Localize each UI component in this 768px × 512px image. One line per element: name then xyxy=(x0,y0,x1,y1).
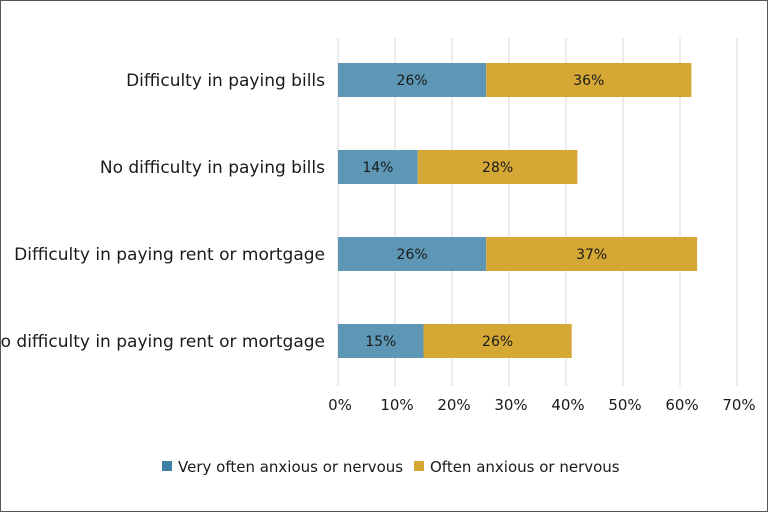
bar-segment xyxy=(423,324,572,358)
category-label: Difficulty in paying rent or mortgage xyxy=(14,245,325,265)
data-label: 26% xyxy=(397,247,428,263)
x-tick-label: 60% xyxy=(665,396,698,414)
data-label: 37% xyxy=(576,247,607,263)
bars: 26% 36% 14% 28% 26% 37% 15% 26% xyxy=(338,63,698,358)
bar-segment xyxy=(338,324,424,358)
x-tick-label: 50% xyxy=(608,396,641,414)
data-label: 26% xyxy=(482,334,513,350)
data-label: 28% xyxy=(482,160,513,176)
bar-segment xyxy=(486,237,698,271)
bar-segment xyxy=(338,63,487,97)
x-tick-label: 30% xyxy=(494,396,527,414)
x-axis-tick-labels: 0% 10% 20% 30% 40% 50% 60% 70% xyxy=(328,396,756,414)
legend: Very often anxious or nervous Often anxio… xyxy=(162,458,620,476)
category-label: No difficulty in paying rent or mortgage xyxy=(0,332,325,352)
x-tick-label: 70% xyxy=(722,396,755,414)
data-label: 26% xyxy=(397,73,428,89)
data-label: 14% xyxy=(362,160,393,176)
legend-swatch xyxy=(162,461,172,471)
legend-label: Very often anxious or nervous xyxy=(178,458,403,476)
x-tick-label: 40% xyxy=(551,396,584,414)
x-tick-label: 10% xyxy=(380,396,413,414)
legend-label: Often anxious or nervous xyxy=(430,458,620,476)
bar-segment xyxy=(417,150,578,184)
bar-segment xyxy=(338,150,418,184)
bar-segment xyxy=(338,237,487,271)
data-label: 15% xyxy=(365,334,396,350)
category-labels: Difficulty in paying bills No difficulty … xyxy=(0,71,325,352)
bar-segment xyxy=(486,63,692,97)
category-label: No difficulty in paying bills xyxy=(100,158,325,178)
category-label: Difficulty in paying bills xyxy=(126,71,325,91)
legend-swatch xyxy=(414,461,424,471)
x-tick-label: 0% xyxy=(328,396,352,414)
x-tick-label: 20% xyxy=(437,396,470,414)
data-label: 36% xyxy=(573,73,604,89)
